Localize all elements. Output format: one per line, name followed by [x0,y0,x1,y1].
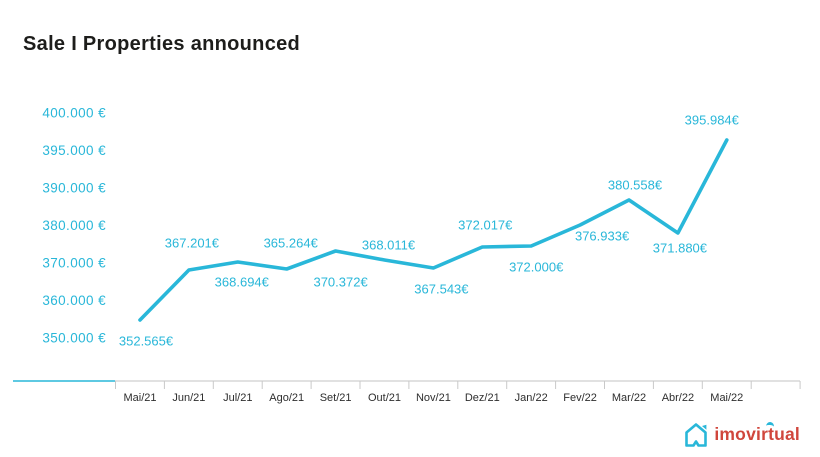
page-title: Sale I Properties announced [23,33,301,55]
data-point-label: 376.933€ [575,229,630,244]
x-axis-label: Mai/22 [710,392,743,404]
y-axis-label: 380.000 € [42,218,106,233]
x-axis-label: Mai/21 [123,392,156,404]
y-axis-label: 395.000 € [42,143,106,158]
x-axis-label: Jun/21 [172,392,205,404]
x-axis-label: Nov/21 [416,392,451,404]
imovirtual-logo: imovirtual [683,420,800,450]
x-axis-label: Jan/22 [515,392,548,404]
y-axis-label: 370.000 € [42,256,106,271]
data-point-label: 370.372€ [313,275,368,290]
data-series-line [138,138,729,322]
x-axis-label: Set/21 [320,392,352,404]
x-axis-label: Out/21 [368,392,401,404]
y-axis-label: 360.000 € [42,293,106,308]
data-point-label: 367.201€ [165,236,220,251]
y-axis-label: 390.000 € [42,181,106,196]
x-axis-label: Ago/21 [269,392,304,404]
y-axis-label: 350.000 € [42,331,106,346]
logo-t-accent-icon [765,421,775,431]
x-axis-label: Mar/22 [612,392,646,404]
data-point-label: 372.017€ [458,218,513,233]
data-point-label: 352.565€ [119,334,174,349]
x-axis-label: Jul/21 [223,392,252,404]
x-axis-label: Dez/21 [465,392,500,404]
x-axis-label: Fev/22 [563,392,597,404]
data-point-label: 365.264€ [264,236,319,251]
house-icon [685,423,708,447]
data-point-label: 372.000€ [509,260,564,275]
data-point-label: 367.543€ [414,282,469,297]
data-point-label: 380.558€ [608,178,663,193]
x-axis-label: Abr/22 [662,392,694,404]
data-point-label: 368.694€ [215,275,270,290]
data-point-label: 395.984€ [685,113,740,128]
data-point-label: 368.011€ [362,238,416,253]
logo-text: imovirtual [714,423,800,444]
logo-word: imovirtual [714,421,800,445]
data-point-label: 371.880€ [653,241,708,256]
y-axis-label: 400.000 € [42,106,106,121]
